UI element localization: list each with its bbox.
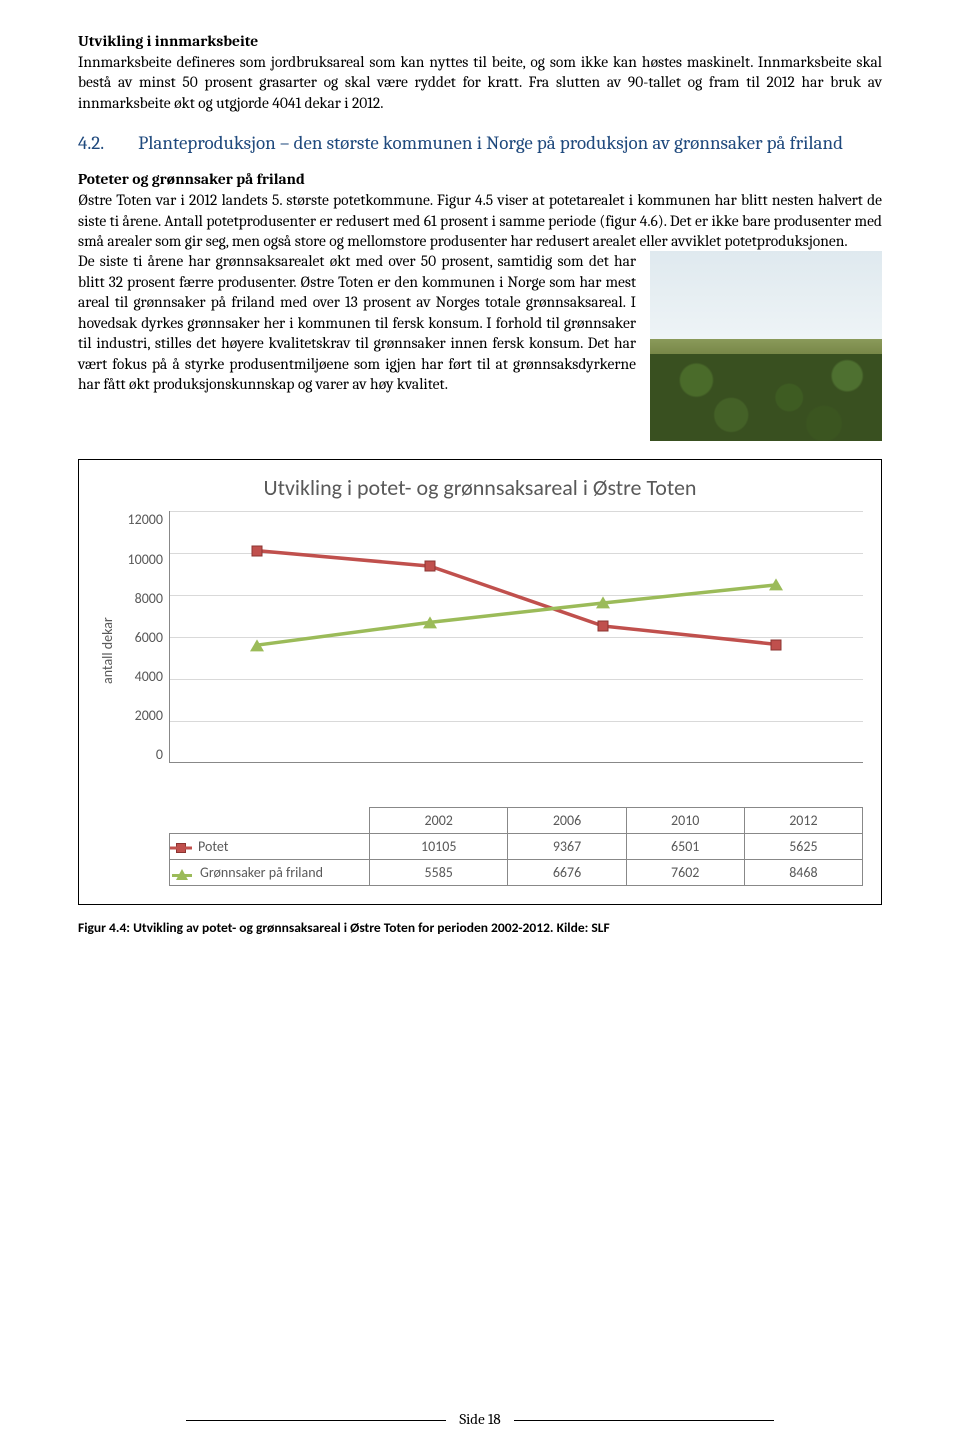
y-tick-label: 12000 [128, 511, 163, 528]
table-row-head: Grønnsaker på friland [170, 860, 370, 886]
legend-marker [176, 843, 186, 853]
table-cell: 9367 [508, 834, 626, 860]
page-footer: Side 18 [0, 1410, 960, 1428]
chart-container: Utvikling i potet- og grønnsaksareal i Ø… [78, 459, 882, 905]
table-cell: 10105 [370, 834, 508, 860]
table-cell: 7602 [626, 860, 744, 886]
table-header-cell: 2002 [370, 808, 508, 834]
triangle-marker [250, 639, 264, 651]
triangle-marker [769, 579, 783, 591]
twocol-text: De siste ti årene har grønnsaksarealet ø… [78, 251, 636, 441]
cabbage-field-image [650, 251, 882, 441]
section1-body: Innmarksbeite defineres som jordbruksare… [78, 52, 882, 113]
y-tick-label: 10000 [128, 551, 163, 568]
y-tick-label: 0 [156, 746, 163, 763]
section1-title: Utvikling i innmarksbeite [78, 32, 882, 50]
section2-title: Poteter og grønnsaker på friland [78, 170, 882, 188]
legend-marker [176, 869, 188, 880]
y-ticks: 12000 10000 8000 6000 4000 2000 0 [117, 511, 169, 763]
table-header-cell: 2010 [626, 808, 744, 834]
chart-area: antall dekar 12000 10000 8000 6000 4000 2000 0 [97, 511, 863, 801]
series-name: Potet [198, 838, 228, 855]
h2-text: Planteproduksjon – den største kommunen … [138, 132, 843, 154]
y-tick-label: 2000 [135, 707, 163, 724]
table-cell: 5625 [744, 834, 862, 860]
section2-body: Østre Toten var i 2012 landets 5. størst… [78, 190, 882, 251]
series-name: Grønnsaker på friland [200, 864, 323, 881]
y-tick-label: 8000 [135, 590, 163, 607]
page-number: Side 18 [449, 1410, 510, 1428]
square-marker [598, 621, 609, 632]
triangle-marker [423, 616, 437, 628]
y-tick-label: 6000 [135, 629, 163, 646]
chart-data-table: 2002200620102012 Potet 10105936765015625 Gr… [169, 807, 863, 886]
two-column-block: De siste ti årene har grønnsaksarealet ø… [78, 251, 882, 441]
plot-area [169, 511, 863, 763]
table-row-head: Potet [170, 834, 370, 860]
figure-caption: Figur 4.4: Utvikling av potet- og grønns… [78, 919, 882, 936]
h2-number: 4.2. [78, 131, 104, 156]
table-cell: 6501 [626, 834, 744, 860]
chart-title: Utvikling i potet- og grønnsaksareal i Ø… [97, 474, 863, 501]
table-cell: 5585 [370, 860, 508, 886]
square-marker [771, 639, 782, 650]
h2-planteproduksjon: 4.2. Planteproduksjon – den største kommu… [78, 131, 882, 156]
y-axis-label: antall dekar [97, 551, 117, 751]
table-header-cell: 2006 [508, 808, 626, 834]
table-cell: 6676 [508, 860, 626, 886]
y-tick-label: 4000 [135, 668, 163, 685]
square-marker [424, 561, 435, 572]
table-header-cell: 2012 [744, 808, 862, 834]
square-marker [251, 546, 262, 557]
triangle-marker [596, 597, 610, 609]
table-cell: 8468 [744, 860, 862, 886]
